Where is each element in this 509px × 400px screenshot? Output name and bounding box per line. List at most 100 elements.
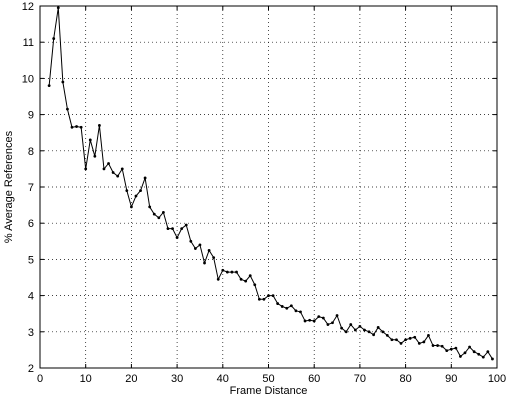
grid-lines [40,6,497,368]
data-point [253,283,257,287]
y-tick-label: 12 [22,1,34,13]
data-point [221,268,225,272]
data-point [262,297,266,301]
data-point [271,294,275,297]
data-point [417,341,421,345]
data-point [66,107,69,111]
series-group [47,6,494,361]
data-point [399,341,403,345]
data-point [312,319,316,323]
data-point [239,277,243,281]
data-point [134,194,138,198]
y-tick-label: 5 [28,254,34,266]
data-point [130,205,133,209]
data-point [308,318,312,322]
data-point [244,279,248,283]
data-point [84,167,88,171]
data-point [180,227,184,231]
data-point [486,350,490,354]
data-point [230,270,234,274]
data-point [216,277,220,281]
data-point [459,355,462,358]
data-point [189,239,193,243]
data-point [422,340,426,344]
data-point [88,138,92,142]
data-point [207,248,211,252]
data-point [381,330,385,334]
data-point [395,338,398,342]
data-point [299,310,302,314]
data-point [98,124,101,127]
x-tick-label: 100 [488,373,506,385]
plot-frame [39,5,498,369]
x-tick-label: 80 [399,373,411,385]
data-point [463,351,467,355]
data-point [317,315,321,318]
data-point [152,212,156,216]
data-point [440,344,444,348]
data-point [413,335,417,339]
data-point [79,125,83,129]
data-point [70,125,74,129]
data-point [56,6,60,10]
tick-labels: 0 10 20 30 40 50 60 70 80 90 100 2 3 4 5 6 7 8 9 10 11 12 [22,1,506,385]
data-point [75,125,78,128]
data-point [349,323,353,326]
y-tick-label: 3 [28,327,34,339]
data-point [449,347,453,351]
data-point [52,37,56,40]
y-tick-label: 8 [28,146,34,158]
data-point [445,349,449,353]
data-point [171,227,174,231]
data-point [125,189,129,193]
data-point [491,357,494,361]
data-point [276,302,280,305]
data-point [363,328,366,332]
data-point [225,270,229,274]
x-tick-label: 0 [37,373,43,385]
y-tick-label: 7 [28,182,34,194]
data-point [61,80,65,84]
y-tick-label: 6 [28,218,34,230]
data-point [468,345,471,349]
data-point [340,326,344,330]
data-point [148,205,152,209]
data-point [184,223,188,227]
data-point [326,323,330,326]
data-point [107,162,110,165]
y-tick-label: 2 [28,363,34,375]
data-point [102,167,106,171]
data-point [454,346,458,350]
data-point [331,321,334,325]
y-axis-label: % Average References [3,130,15,243]
data-point [280,305,284,308]
data-point [235,270,238,274]
data-point [212,256,216,259]
y-tick-label: 11 [23,37,34,49]
data-point [408,336,412,340]
data-point [161,210,165,214]
data-point [143,176,147,180]
data-point [431,344,435,347]
data-point [372,333,376,337]
y-tick-label: 4 [28,291,34,303]
data-point [193,247,197,250]
data-point [257,297,261,301]
data-point [289,304,293,308]
data-point [285,306,289,310]
data-point [321,316,325,320]
data-point [477,352,481,356]
y-tick-label: 10 [22,73,34,85]
x-tick-label: 50 [262,373,274,385]
series-line [48,7,493,360]
data-point [436,344,439,347]
data-point [47,84,51,88]
data-point [111,171,115,174]
x-tick-label: 30 [171,373,183,385]
data-point [198,243,202,247]
data-point [358,324,362,328]
x-tick-label: 60 [308,373,320,385]
data-point [385,334,389,337]
data-point [120,167,124,171]
